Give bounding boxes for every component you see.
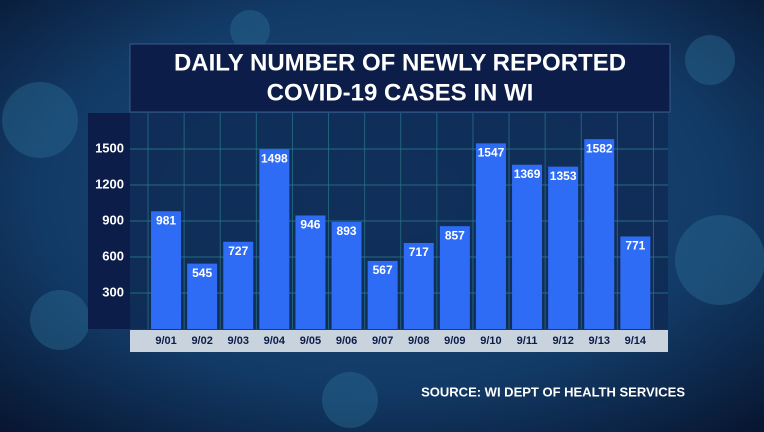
y-axis-panel: [88, 113, 130, 329]
bar: [259, 149, 290, 329]
x-tick-label: 9/11: [517, 335, 538, 347]
x-tick-label: 9/09: [444, 335, 465, 347]
bar: [187, 263, 218, 329]
bar: [620, 236, 651, 329]
value-label: 1547: [478, 146, 505, 160]
value-label: 893: [337, 224, 357, 238]
value-label: 946: [300, 218, 320, 232]
y-tick-label: 300: [102, 284, 124, 299]
chart-title: DAILY NUMBER OF NEWLY REPORTED: [174, 49, 626, 76]
value-label: 857: [445, 228, 465, 242]
y-tick-label: 1500: [95, 140, 124, 155]
value-label: 981: [156, 213, 176, 227]
x-tick-label: 9/10: [480, 335, 501, 347]
value-label: 1353: [550, 169, 577, 183]
y-tick-label: 1200: [95, 176, 124, 191]
virus-decor: [2, 10, 764, 428]
bar: [295, 215, 326, 329]
value-label: 1369: [514, 167, 541, 181]
x-tick-label: 9/03: [228, 335, 249, 347]
x-tick-label: 9/08: [408, 335, 429, 347]
x-axis-strip: [130, 330, 668, 352]
source: SOURCE: WI DEPT OF HEALTH SERVICES: [421, 384, 685, 399]
bar: [584, 139, 615, 329]
x-tick-label: 9/07: [372, 335, 393, 347]
value-label: 1582: [586, 141, 613, 155]
value-label: 727: [228, 244, 248, 258]
value-label: 717: [409, 245, 429, 259]
x-tick-label: 9/12: [552, 335, 573, 347]
y-tick-label: 900: [102, 212, 124, 227]
value-label: 1498: [261, 151, 288, 165]
bar: [548, 166, 579, 329]
value-label: 567: [373, 263, 393, 277]
value-label: 545: [192, 266, 212, 280]
x-tick-label: 9/01: [155, 335, 176, 347]
x-tick-label: 9/04: [264, 335, 286, 347]
x-tick-label: 9/13: [589, 335, 610, 347]
bar: [403, 242, 434, 329]
bar: [512, 164, 543, 329]
bar: [151, 211, 182, 329]
x-tick-label: 9/02: [191, 335, 212, 347]
title-box: [129, 43, 671, 113]
bar: [439, 226, 470, 329]
bar: [331, 221, 362, 329]
value-label: 771: [625, 239, 645, 253]
x-tick-label: 9/05: [300, 335, 321, 347]
bar: [367, 260, 398, 329]
x-tick-label: 9/14: [625, 335, 647, 347]
chart-title: COVID-19 CASES IN WI: [267, 79, 534, 106]
x-tick-label: 9/06: [336, 335, 357, 347]
bar: [475, 143, 506, 329]
y-tick-label: 600: [102, 248, 124, 263]
bar: [223, 241, 254, 329]
